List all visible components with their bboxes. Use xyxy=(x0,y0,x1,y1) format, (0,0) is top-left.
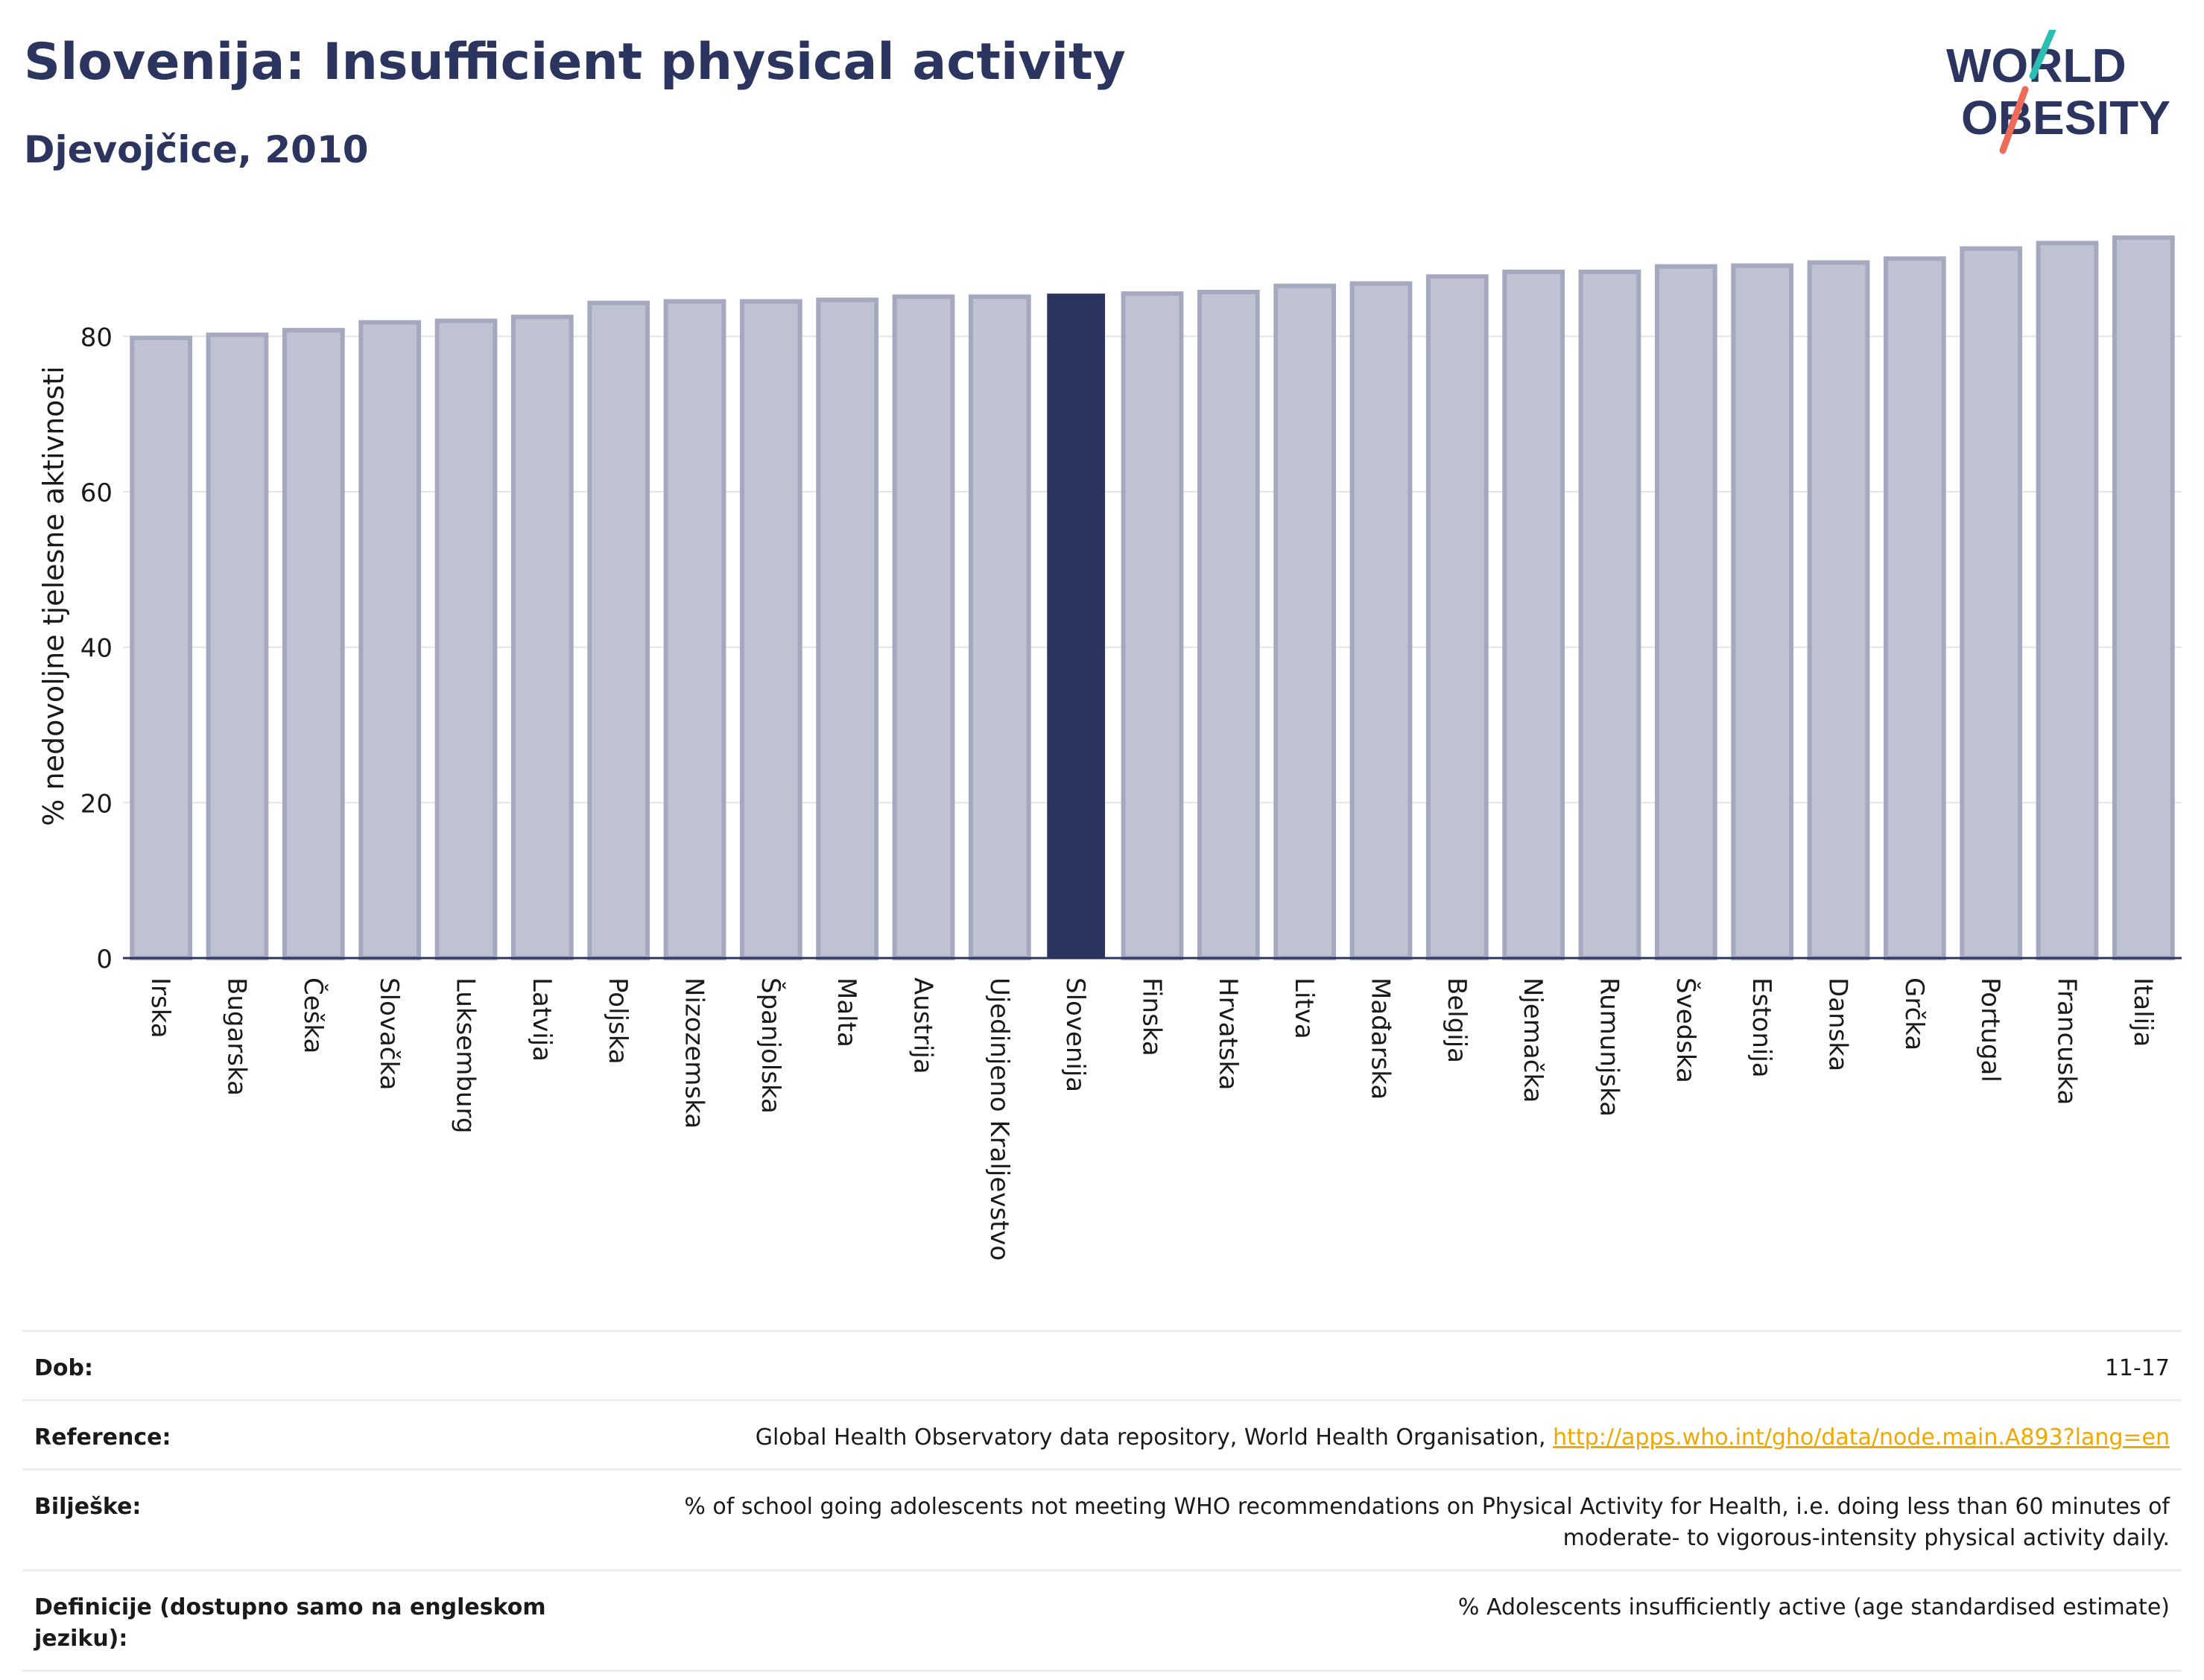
page-subtitle: Djevojčice, 2010 xyxy=(24,128,369,171)
logo-slash-coral xyxy=(1999,86,2029,154)
x-tick-label: Češka xyxy=(298,977,329,1053)
bar xyxy=(358,320,422,960)
reference-label: Reference: xyxy=(34,1424,171,1451)
x-tick-label: Španjolska xyxy=(756,977,786,1114)
bar xyxy=(1578,269,1641,960)
meta-row-definitions: Definicije (dostupno samo na engleskom j… xyxy=(22,1569,2182,1672)
bar xyxy=(1731,263,1794,960)
x-tick-label: Nizozemska xyxy=(680,977,709,1129)
bar xyxy=(2112,235,2175,961)
bar xyxy=(1807,260,1870,961)
page-title: Slovenija: Insufficient physical activit… xyxy=(24,33,1126,92)
bar xyxy=(1425,274,1489,960)
x-tick-label: Austrija xyxy=(908,977,938,1074)
bar xyxy=(1273,283,1337,961)
logo-line2: OBESITY xyxy=(1961,91,2170,145)
y-tick-label: 40 xyxy=(80,634,113,664)
bar xyxy=(510,314,574,961)
bar xyxy=(663,299,726,961)
x-tick-label: Rumunjska xyxy=(1595,977,1624,1117)
y-tick-label: 0 xyxy=(96,945,113,974)
x-tick-label: Danska xyxy=(1823,977,1853,1071)
notes-value: % of school going adolescents not meetin… xyxy=(684,1494,2170,1551)
bar xyxy=(587,300,650,960)
y-tick-label: 60 xyxy=(80,478,113,508)
x-tick-label: Ujedinjeno Kraljevstvo xyxy=(984,977,1014,1261)
notes-label: Bilješke: xyxy=(34,1494,142,1520)
x-tick-label: Portugal xyxy=(1975,977,2005,1083)
bar xyxy=(282,328,345,960)
bar xyxy=(892,294,955,960)
x-tick-label: Slovenija xyxy=(1060,977,1090,1092)
x-tick-label: Grčka xyxy=(1899,977,1929,1050)
reference-text: Global Health Observatory data repositor… xyxy=(755,1424,1546,1451)
bar xyxy=(968,294,1031,960)
bar xyxy=(206,332,269,960)
bar-chart: 0 20 40 60 80 Irska Bugarska Češka Slovačka Lukse… xyxy=(80,235,2182,1261)
x-tick-label: Hrvatska xyxy=(1213,977,1243,1090)
bar xyxy=(1197,290,1260,960)
x-tick-label: Irska xyxy=(145,977,175,1039)
age-value: 11-17 xyxy=(2104,1355,2170,1381)
reference-link[interactable]: http://apps.who.int/gho/data/node.main.A… xyxy=(1553,1424,2170,1451)
definitions-value: % Adolescents insufficiently active (age… xyxy=(1457,1594,2170,1620)
reference-value: Global Health Observatory data repositor… xyxy=(571,1422,2170,1454)
bar xyxy=(1349,281,1413,960)
bar xyxy=(1047,294,1106,959)
logo-slash-teal xyxy=(2029,30,2056,80)
age-label: Dob: xyxy=(34,1355,93,1381)
x-tick-label: Slovačka xyxy=(374,977,404,1090)
meta-row-age: Dob: 11-17 xyxy=(22,1330,2182,1399)
meta-row-reference: Reference: Global Health Observatory dat… xyxy=(22,1399,2182,1468)
x-tick-label: Litva xyxy=(1289,977,1319,1039)
x-tick-label: Švedska xyxy=(1671,977,1701,1083)
x-tick-label: Italija xyxy=(2128,977,2158,1047)
bar xyxy=(1502,269,1565,960)
bar xyxy=(130,335,193,960)
x-tick-label: Mađarska xyxy=(1366,977,1396,1100)
metadata-table: Dob: 11-17 Reference: Global Health Obse… xyxy=(22,1330,2182,1672)
bar xyxy=(1960,246,2023,960)
x-tick-label: Finska xyxy=(1137,977,1167,1056)
x-tick-label: Malta xyxy=(832,977,861,1047)
bar xyxy=(1654,264,1717,960)
x-tick-label: Belgija xyxy=(1442,977,1472,1063)
x-tick-label: Estonija xyxy=(1747,977,1776,1078)
x-tick-label: Francuska xyxy=(2052,977,2082,1105)
y-axis-label: % nedovoljne tjelesne aktivnosti xyxy=(37,366,70,826)
x-tick-label: Njemačka xyxy=(1518,977,1548,1103)
x-tick-label: Poljska xyxy=(603,977,633,1065)
bar xyxy=(816,297,879,960)
x-tick-label: Luksemburg xyxy=(451,977,481,1133)
bar xyxy=(1121,291,1184,961)
x-tick-label: Bugarska xyxy=(222,977,252,1096)
y-tick-label: 20 xyxy=(80,789,113,819)
world-obesity-logo: WORLD OBESITY xyxy=(1946,30,2170,154)
meta-row-notes: Bilješke: % of school going adolescents … xyxy=(22,1468,2182,1569)
bar xyxy=(434,318,498,960)
bar xyxy=(739,299,802,961)
x-tick-label: Latvija xyxy=(527,977,557,1062)
bar xyxy=(1883,256,1946,960)
definitions-label: Definicije (dostupno samo na engleskom j… xyxy=(34,1594,546,1652)
y-tick-label: 80 xyxy=(80,323,113,352)
bar xyxy=(2036,241,2099,960)
